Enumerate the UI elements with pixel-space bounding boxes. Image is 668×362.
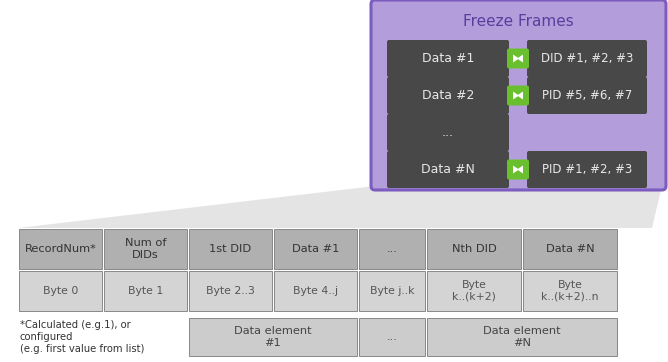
Text: Nth DID: Nth DID [452, 244, 496, 254]
Bar [523, 229, 617, 269]
Text: RecordNum*: RecordNum* [25, 244, 96, 254]
FancyBboxPatch shape [507, 160, 529, 180]
Bar [189, 271, 272, 311]
Text: PID #1, #2, #3: PID #1, #2, #3 [542, 163, 632, 176]
Bar [359, 318, 425, 356]
Bar [427, 229, 521, 269]
FancyBboxPatch shape [387, 77, 509, 114]
Bar [427, 271, 521, 311]
Text: PID #5, #6, #7: PID #5, #6, #7 [542, 89, 632, 102]
FancyBboxPatch shape [507, 85, 529, 105]
Bar [523, 271, 617, 311]
Text: Data #2: Data #2 [422, 89, 474, 102]
FancyBboxPatch shape [527, 40, 647, 77]
Bar [359, 271, 425, 311]
Polygon shape [517, 92, 523, 100]
Text: Data element
#N: Data element #N [483, 326, 561, 348]
FancyBboxPatch shape [527, 151, 647, 188]
Text: Byte 0: Byte 0 [43, 286, 78, 296]
Polygon shape [517, 165, 523, 173]
Bar [274, 229, 357, 269]
FancyBboxPatch shape [387, 114, 509, 151]
FancyBboxPatch shape [507, 49, 529, 68]
Text: Byte
k..(k+2): Byte k..(k+2) [452, 280, 496, 302]
Text: Num of
DIDs: Num of DIDs [125, 238, 166, 260]
Text: ...: ... [442, 126, 454, 139]
Text: Byte
k..(k+2)..n: Byte k..(k+2)..n [541, 280, 599, 302]
Text: Byte 2..3: Byte 2..3 [206, 286, 255, 296]
Polygon shape [18, 186, 662, 228]
FancyBboxPatch shape [387, 40, 509, 77]
Polygon shape [517, 55, 523, 63]
Bar [189, 318, 357, 356]
Text: Data #N: Data #N [546, 244, 595, 254]
FancyBboxPatch shape [527, 77, 647, 114]
Bar [274, 271, 357, 311]
Bar [427, 318, 617, 356]
Bar [359, 229, 425, 269]
Text: Data element
#1: Data element #1 [234, 326, 312, 348]
Polygon shape [513, 165, 519, 173]
Text: Freeze Frames: Freeze Frames [463, 14, 574, 29]
Text: 1st DID: 1st DID [210, 244, 252, 254]
Text: Byte 1: Byte 1 [128, 286, 163, 296]
Bar [19, 271, 102, 311]
Bar [104, 229, 187, 269]
Text: Data #1: Data #1 [422, 52, 474, 65]
Bar [19, 229, 102, 269]
Text: ...: ... [387, 332, 397, 342]
Bar [104, 271, 187, 311]
Text: Data #N: Data #N [421, 163, 475, 176]
Polygon shape [513, 92, 519, 100]
Text: ...: ... [387, 244, 397, 254]
Text: DID #1, #2, #3: DID #1, #2, #3 [541, 52, 633, 65]
Text: *Calculated (e.g.1), or
configured
(e.g. first value from list): *Calculated (e.g.1), or configured (e.g.… [20, 320, 144, 354]
Polygon shape [513, 55, 519, 63]
Text: Byte j..k: Byte j..k [370, 286, 414, 296]
Text: Byte 4..j: Byte 4..j [293, 286, 338, 296]
FancyBboxPatch shape [387, 151, 509, 188]
FancyBboxPatch shape [371, 0, 666, 190]
Text: Data #1: Data #1 [292, 244, 339, 254]
Bar [189, 229, 272, 269]
